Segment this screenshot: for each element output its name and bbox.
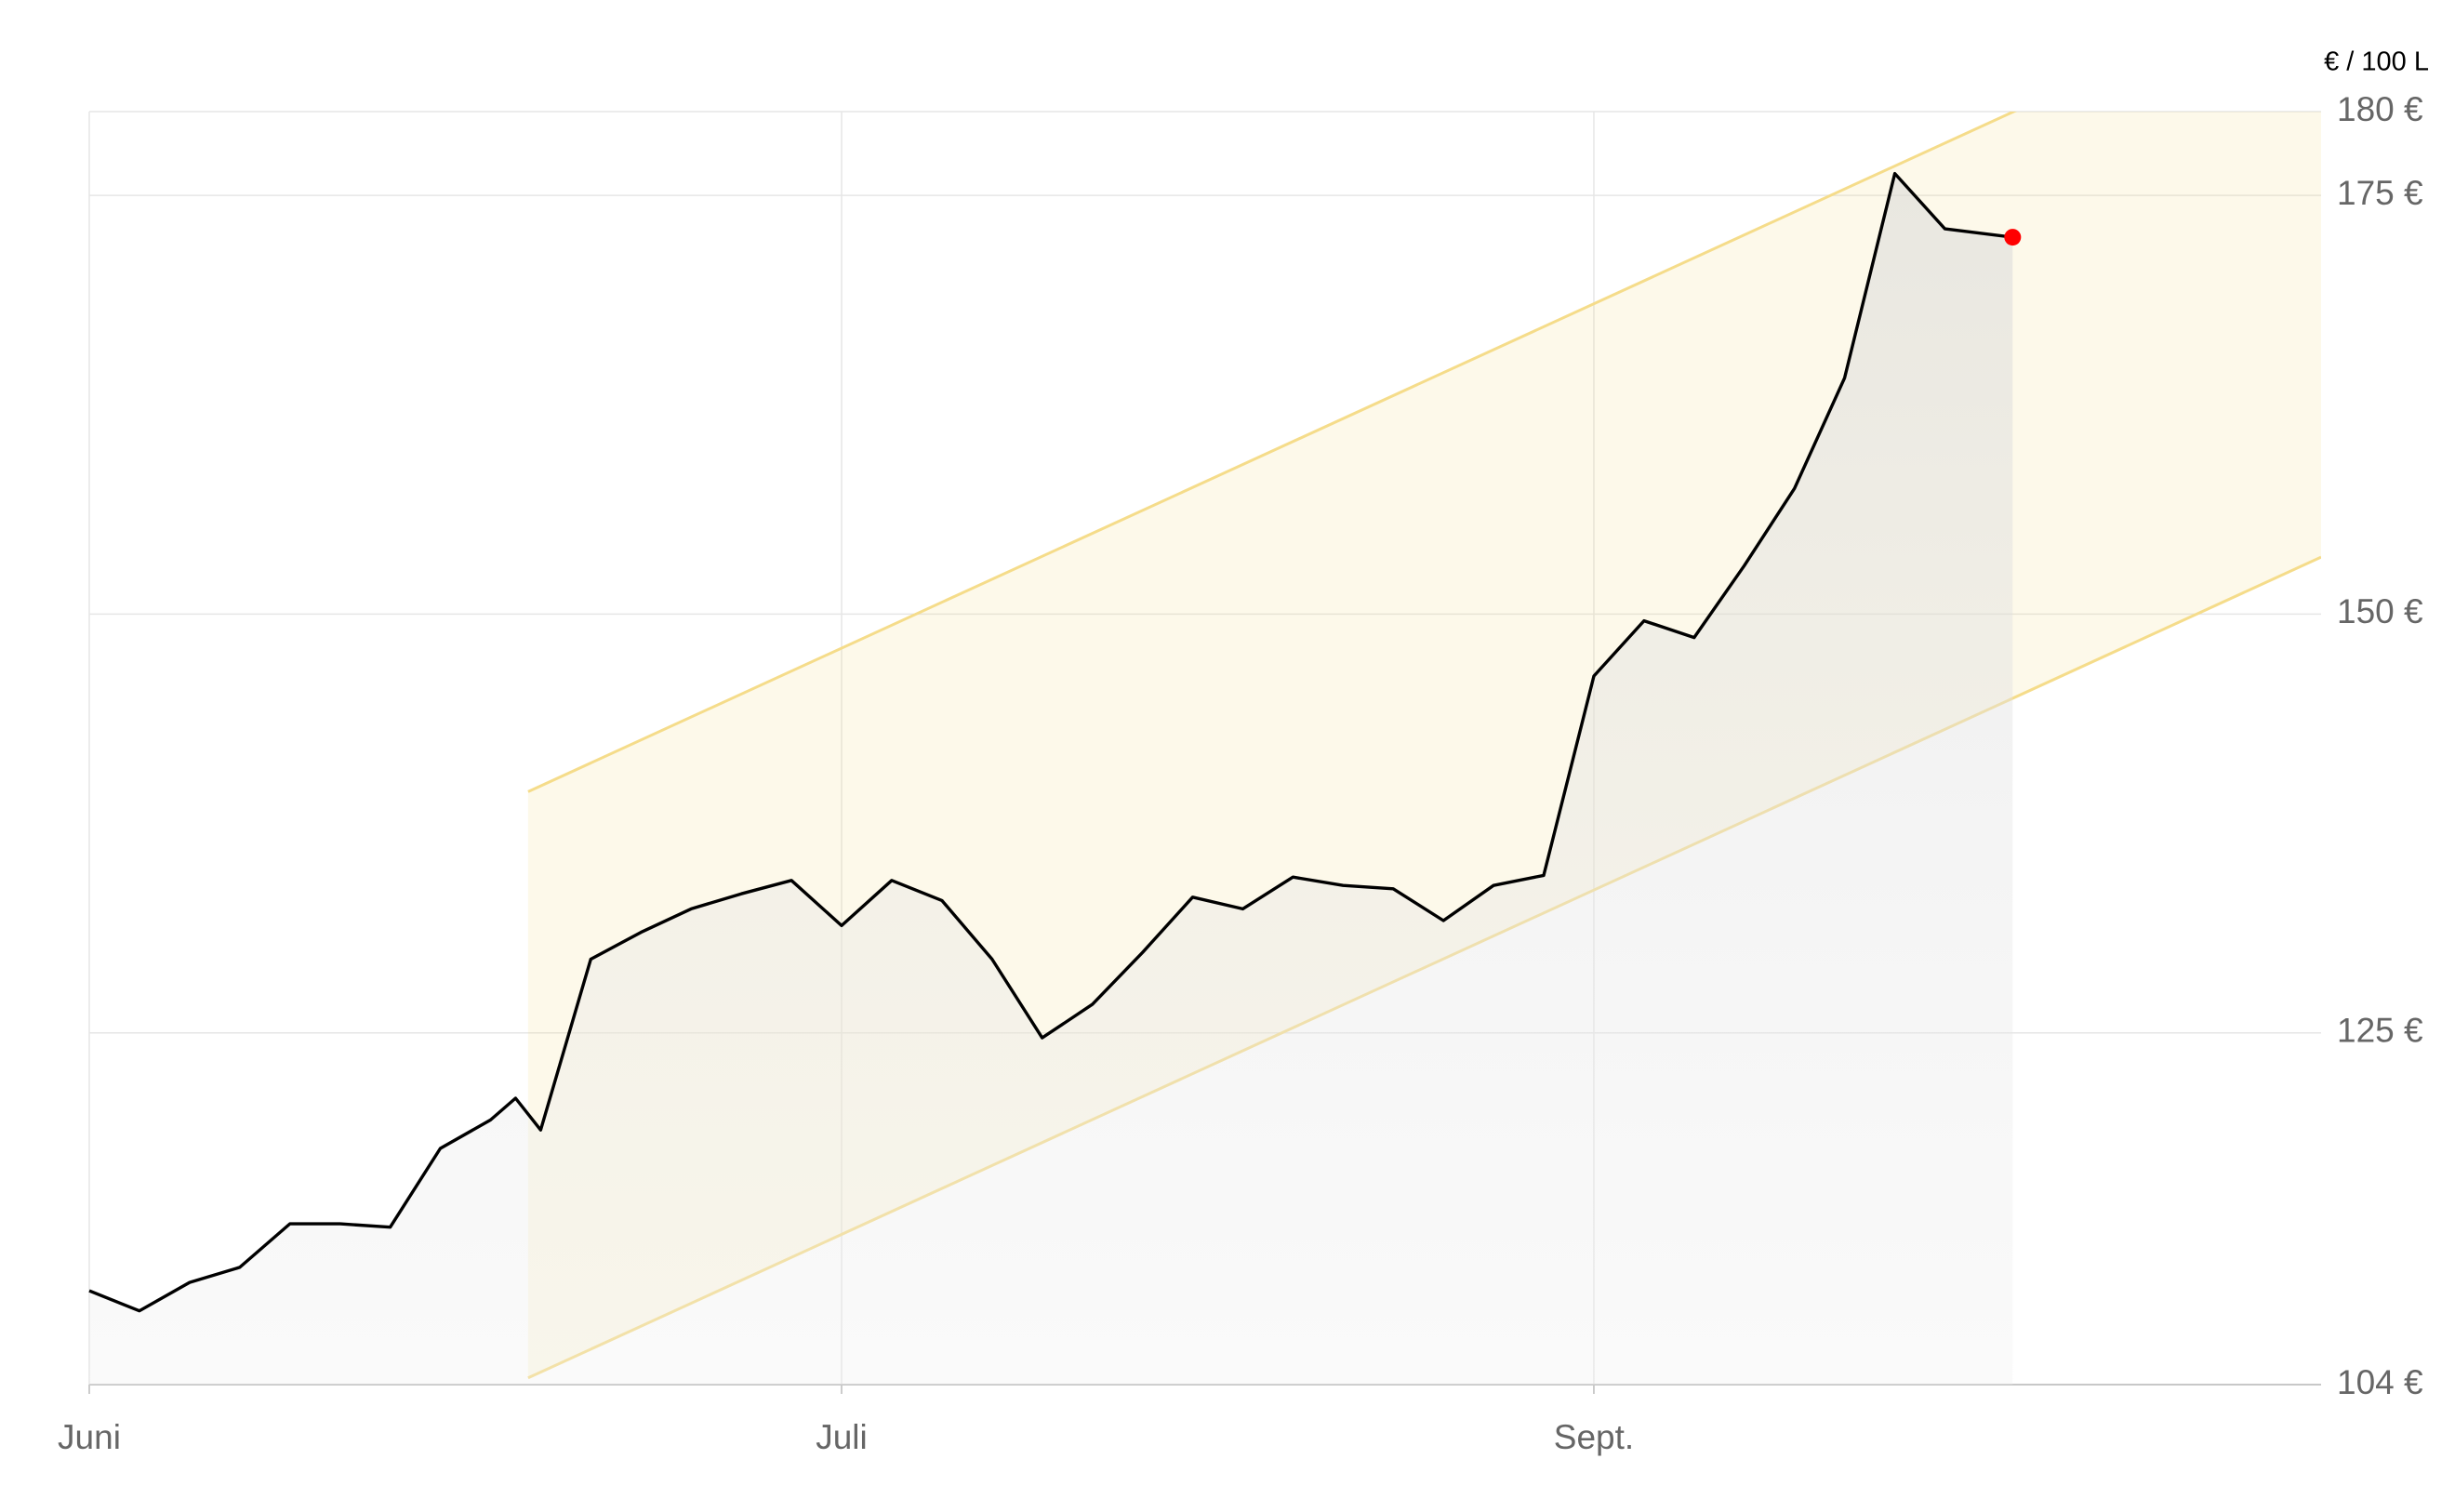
y-tick-label: 104 € xyxy=(2337,1363,2423,1401)
price-line xyxy=(88,171,2013,1313)
y-tick-label: 180 € xyxy=(2337,90,2423,128)
channel-upper xyxy=(527,112,2018,793)
x-tick-label: Sept. xyxy=(1554,1418,1634,1456)
y-tick-label: 150 € xyxy=(2337,592,2423,630)
last-point xyxy=(2004,229,2022,246)
y-tick-label: 125 € xyxy=(2337,1012,2423,1050)
area xyxy=(89,173,2013,1386)
y-tick-label: 175 € xyxy=(2337,174,2423,212)
x-tick-label: Juni xyxy=(58,1418,121,1456)
unit-label: € / 100 L xyxy=(2324,47,2429,77)
x-tick-label: Juli xyxy=(816,1418,868,1456)
